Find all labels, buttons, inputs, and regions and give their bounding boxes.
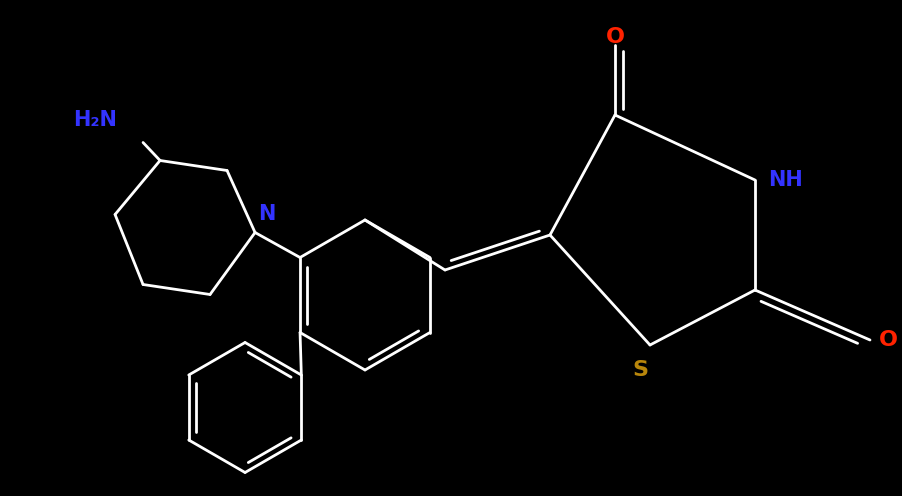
Text: O: O <box>879 330 897 350</box>
Text: H₂N: H₂N <box>73 111 117 130</box>
Text: N: N <box>258 204 276 225</box>
Text: S: S <box>632 360 648 380</box>
Text: O: O <box>605 27 624 47</box>
Text: NH: NH <box>768 170 803 190</box>
